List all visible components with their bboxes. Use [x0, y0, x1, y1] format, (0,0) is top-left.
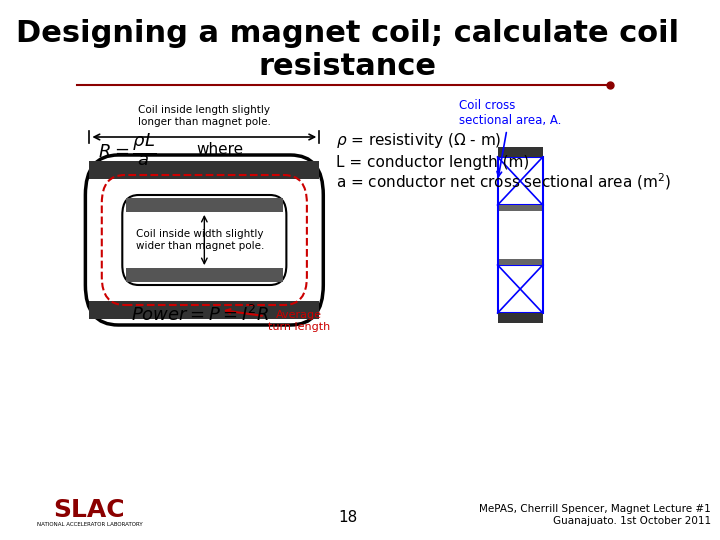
- Text: Coil inside width slightly
wider than magnet pole.: Coil inside width slightly wider than ma…: [136, 229, 264, 251]
- Text: L = conductor length (m): L = conductor length (m): [336, 154, 529, 170]
- Text: $\rho$ = resistivity ($\Omega$ - m): $\rho$ = resistivity ($\Omega$ - m): [336, 131, 501, 150]
- Text: Designing a magnet coil; calculate coil
resistance: Designing a magnet coil; calculate coil …: [17, 19, 680, 82]
- Bar: [89, 161, 319, 179]
- Text: 18: 18: [338, 510, 358, 525]
- Text: $Power = P = I^2 R$: $Power = P = I^2 R$: [130, 305, 269, 325]
- Text: Coil cross
sectional area, A.: Coil cross sectional area, A.: [459, 99, 561, 177]
- Bar: [125, 198, 283, 212]
- Bar: [498, 205, 543, 211]
- Text: Average
turn length: Average turn length: [226, 309, 330, 332]
- Bar: [89, 301, 319, 319]
- Text: a = conductor net cross sectional area (m$^2$): a = conductor net cross sectional area (…: [336, 172, 671, 192]
- Text: NATIONAL ACCELERATOR LABORATORY: NATIONAL ACCELERATOR LABORATORY: [37, 523, 143, 528]
- Bar: [498, 313, 543, 323]
- FancyBboxPatch shape: [122, 195, 287, 285]
- Bar: [125, 268, 283, 282]
- Text: SLAC: SLAC: [54, 498, 125, 522]
- Text: MePAS, Cherrill Spencer, Magnet Lecture #1
Guanajuato. 1st October 2011: MePAS, Cherrill Spencer, Magnet Lecture …: [480, 504, 711, 526]
- Bar: [498, 147, 543, 157]
- Text: Coil inside length slightly
longer than magnet pole.: Coil inside length slightly longer than …: [138, 105, 271, 127]
- Bar: [498, 259, 543, 265]
- FancyBboxPatch shape: [86, 155, 323, 325]
- Text: $R = \dfrac{\rho L}{a}$: $R = \dfrac{\rho L}{a}$: [98, 132, 156, 168]
- Bar: [498, 265, 543, 313]
- Text: where: where: [196, 143, 243, 158]
- Bar: [498, 157, 543, 205]
